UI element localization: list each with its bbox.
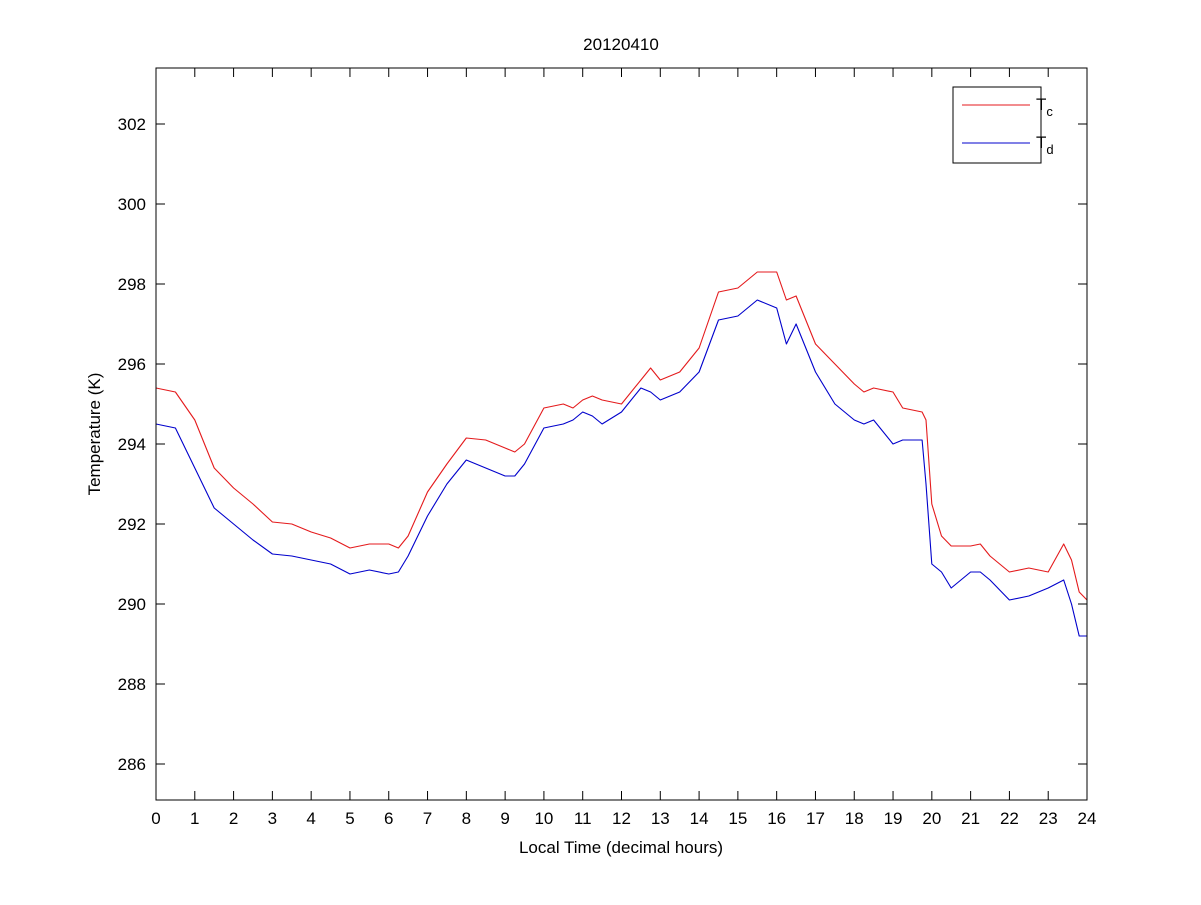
x-tick-label: 22	[1000, 809, 1019, 828]
x-tick-label: 20	[922, 809, 941, 828]
x-tick-label: 3	[268, 809, 277, 828]
x-tick-label: 10	[534, 809, 553, 828]
legend-label-tc: Tc	[1036, 95, 1053, 119]
x-tick-label: 13	[651, 809, 670, 828]
plot-frame	[155, 67, 1088, 801]
legend: Tc Td	[952, 86, 1054, 164]
y-tick-label: 292	[118, 515, 146, 534]
x-tick-label: 15	[728, 809, 747, 828]
x-tick-label: 7	[423, 809, 432, 828]
legend-box	[952, 86, 1042, 164]
chart-title: 20120410	[583, 35, 659, 54]
y-tick-label: 288	[118, 675, 146, 694]
x-tick-label: 4	[306, 809, 315, 828]
series-lines	[155, 271, 1088, 637]
x-tick-label: 8	[462, 809, 471, 828]
series-line-tc	[155, 271, 1088, 601]
x-tick-label: 23	[1039, 809, 1058, 828]
y-tick-label: 298	[118, 275, 146, 294]
y-tick-label: 300	[118, 195, 146, 214]
x-tick-label: 24	[1078, 809, 1097, 828]
y-tick-label: 290	[118, 595, 146, 614]
x-tick-label: 0	[151, 809, 160, 828]
y-axis-label: Temperature (K)	[85, 373, 104, 496]
x-axis: 0 1 2 3 4 5 6 7 8 9 10 11 12 13 14 15 16 17 18 19 20 21 22 23 24	[151, 68, 1096, 828]
x-tick-label: 2	[229, 809, 238, 828]
x-tick-label: 16	[767, 809, 786, 828]
series-line-td	[155, 299, 1087, 637]
x-tick-label: 5	[345, 809, 354, 828]
x-tick-label: 1	[190, 809, 199, 828]
x-tick-label: 18	[845, 809, 864, 828]
x-axis-label: Local Time (decimal hours)	[519, 838, 723, 857]
legend-label-td: Td	[1036, 133, 1054, 157]
y-axis: 286 288 290 292 294 296 298 300 302	[118, 115, 1087, 774]
x-tick-label: 21	[961, 809, 980, 828]
x-tick-label: 17	[806, 809, 825, 828]
x-tick-label: 12	[612, 809, 631, 828]
x-tick-label: 14	[690, 809, 709, 828]
y-tick-label: 286	[118, 755, 146, 774]
x-tick-label: 9	[500, 809, 509, 828]
y-tick-label: 294	[118, 435, 146, 454]
x-tick-label: 11	[574, 809, 592, 828]
x-tick-label: 19	[884, 809, 903, 828]
y-tick-label: 302	[118, 115, 146, 134]
x-tick-label: 6	[384, 809, 393, 828]
y-tick-label: 296	[118, 355, 146, 374]
